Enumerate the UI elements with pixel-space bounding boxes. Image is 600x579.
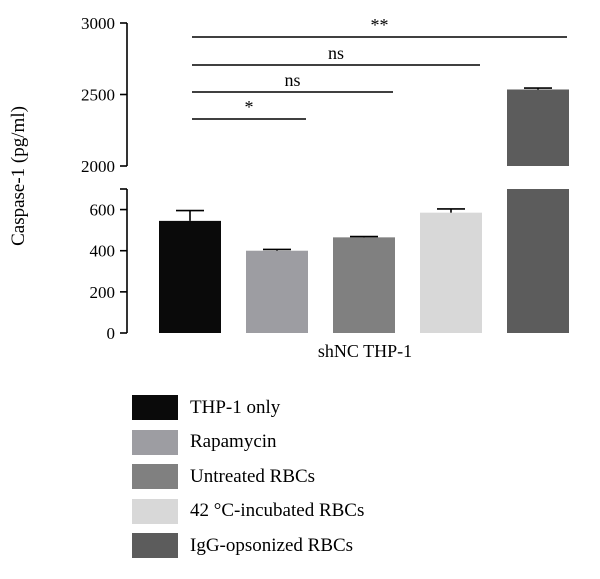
legend-label: 42 °C-incubated RBCs xyxy=(190,500,365,521)
y-axis-label: Caspase-1 (pg/ml) xyxy=(8,106,29,246)
legend-label: Rapamycin xyxy=(190,431,277,452)
legend-item: Rapamycin xyxy=(132,429,572,456)
legend-label: THP-1 only xyxy=(190,396,281,418)
significance-label: ns xyxy=(284,70,300,90)
y-tick-label-400: 400 xyxy=(90,242,116,261)
legend-swatch xyxy=(132,464,178,489)
significance-label: ns xyxy=(328,43,344,63)
legend-swatch xyxy=(132,429,178,455)
legend-label: Untreated RBCs xyxy=(190,465,316,487)
y-axis: 0 200 400 600 2000 2500 3000 xyxy=(81,14,128,343)
legend-item: Untreated RBCs xyxy=(132,463,572,490)
significance-brackets: * ns ns ** xyxy=(192,15,567,120)
bar-igg-opsonized-rbcs-lower xyxy=(507,189,569,333)
legend: THP-1 only Rapamycin Untreated RBCs 42 °C-i… xyxy=(132,394,572,567)
bar-igg-opsonized-rbcs-upper xyxy=(507,89,569,166)
legend-item: 42 °C-incubated RBCs xyxy=(132,498,572,525)
legend-item: IgG-opsonized RBCs xyxy=(132,532,572,559)
bar-42-c-incubated-rbcs xyxy=(420,212,482,333)
bars xyxy=(159,87,569,333)
legend-item: THP-1 only xyxy=(132,394,572,421)
significance-label: ** xyxy=(371,15,389,35)
x-axis-group-label: shNC THP-1 xyxy=(318,341,412,361)
legend-swatch xyxy=(132,533,178,558)
bar-untreated-rbcs xyxy=(333,237,395,333)
bar-chart: 0 200 400 600 2000 2500 3000 * ns ns ** Caspase-1… xyxy=(8,14,569,361)
y-tick-label-2000: 2000 xyxy=(81,157,115,176)
y-tick-label-2500: 2500 xyxy=(81,86,115,105)
y-tick-label-0: 0 xyxy=(107,324,116,343)
legend-swatch xyxy=(132,498,178,524)
bar-thp-1-only xyxy=(159,220,221,333)
significance-label: * xyxy=(245,97,254,117)
bar-rapamycin xyxy=(246,250,308,333)
legend-label: IgG-opsonized RBCs xyxy=(190,534,354,556)
legend-swatch xyxy=(132,395,178,420)
y-tick-label-600: 600 xyxy=(90,201,116,220)
y-tick-label-200: 200 xyxy=(90,283,116,302)
y-tick-label-3000: 3000 xyxy=(81,14,115,33)
